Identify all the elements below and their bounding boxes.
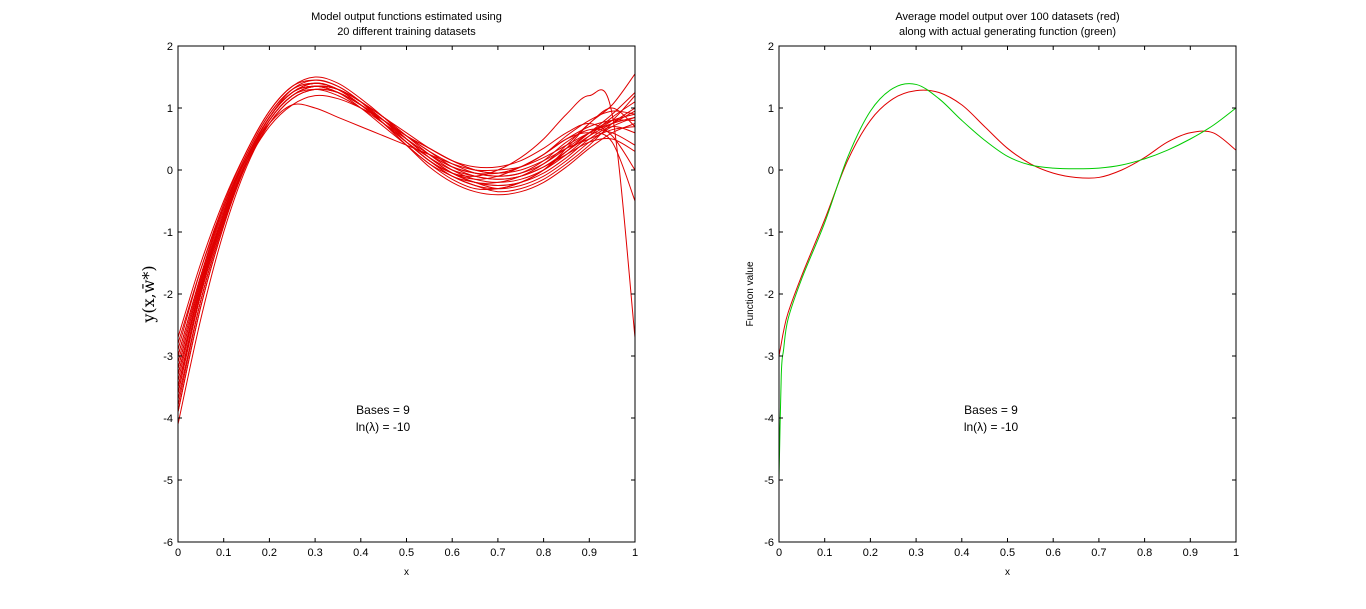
left-plot-series-line-20 xyxy=(178,82,635,388)
left-plot-y-tick-label: -2 xyxy=(163,289,173,301)
right-plot-annotation-lambda: ln(λ) = -10 xyxy=(964,420,1019,434)
left-plot: Model output functions estimated using 2… xyxy=(139,11,638,578)
left-plot-series-line-5 xyxy=(178,73,635,357)
left-plot-axes-box xyxy=(177,45,636,543)
right-plot-y-tick-label: 0 xyxy=(768,165,774,177)
right-plot-x-tick-label: 0.8 xyxy=(1137,547,1152,559)
right-plot-series-line-2 xyxy=(779,83,1236,481)
left-plot-series-line-12 xyxy=(178,79,635,363)
left-plot-y-tick-label: 1 xyxy=(167,103,173,115)
left-plot-y-tick-label: 2 xyxy=(167,41,173,53)
right-plot-x-tick-label: 0.7 xyxy=(1091,547,1106,559)
left-plot-series-line-17 xyxy=(178,82,635,357)
left-plot-x-axis-label: x xyxy=(404,567,409,578)
right-plot-y-tick-label: -1 xyxy=(764,227,774,239)
right-plot-x-tick-label: 0.6 xyxy=(1046,547,1061,559)
left-plot-y-tick-label: -3 xyxy=(163,351,173,363)
left-plot-series-line-15 xyxy=(178,82,635,375)
left-plot-series-line-18 xyxy=(178,85,635,412)
right-plot-x-tick-label: 0 xyxy=(776,547,782,559)
left-plot-series-line-3 xyxy=(178,82,635,375)
left-plot-series-line-16 xyxy=(178,88,635,394)
right-plot-x-tick-label: 0.5 xyxy=(1000,547,1015,559)
right-plot-x-axis-label: x xyxy=(1005,567,1010,578)
right-plot-y-tick-label: -2 xyxy=(764,289,774,301)
left-plot-series-line-7 xyxy=(178,85,635,369)
left-plot-x-tick-label: 0.5 xyxy=(399,547,414,559)
left-plot-series-line-14 xyxy=(178,103,635,344)
left-plot-x-tick-label: 0.1 xyxy=(216,547,231,559)
left-plot-series-line-13 xyxy=(178,85,635,400)
right-plot-y-tick-label: -6 xyxy=(764,537,774,549)
right-plot-x-tick-label: 1 xyxy=(1233,547,1239,559)
right-plot: Average model output over 100 datasets (… xyxy=(745,11,1239,578)
left-plot-series xyxy=(178,73,635,425)
right-plot-x-tick-label: 0.1 xyxy=(817,547,832,559)
left-plot-x-tick-label: 0.8 xyxy=(536,547,551,559)
right-plot-series xyxy=(779,83,1236,481)
left-plot-y-tick-label: -6 xyxy=(163,537,173,549)
left-plot-y-axis-label: y(x,w̄*) xyxy=(139,265,158,323)
left-plot-x-tick-label: 0.2 xyxy=(262,547,277,559)
left-plot-y-tick-label: -4 xyxy=(163,413,173,425)
right-plot-y-tick-label: 2 xyxy=(768,41,774,53)
left-plot-x-tick-label: 0.9 xyxy=(582,547,597,559)
right-plot-ticks: 0 0.1 0.2 0.3 0.4 0.5 0.6 0.7 0.8 0.9 1 -6 -5 -4 -3 -2 -… xyxy=(764,41,1239,559)
right-plot-series-line-1 xyxy=(779,89,1236,357)
left-plot-series-line-19 xyxy=(178,85,635,369)
left-plot-title-line-1: Model output functions estimated using xyxy=(311,11,502,23)
left-plot-x-tick-label: 0 xyxy=(175,547,181,559)
left-plot-series-line-9 xyxy=(178,76,635,350)
right-plot-x-tick-label: 0.2 xyxy=(863,547,878,559)
right-plot-x-tick-label: 0.4 xyxy=(954,547,969,559)
left-plot-x-tick-label: 0.3 xyxy=(307,547,322,559)
left-plot-series-line-8 xyxy=(178,85,635,406)
right-plot-y-tick-label: 1 xyxy=(768,103,774,115)
left-plot-x-tick-label: 0.7 xyxy=(490,547,505,559)
right-plot-title-line-2: along with actual generating function (g… xyxy=(899,26,1116,38)
left-plot-series-line-2 xyxy=(178,79,635,338)
right-plot-y-tick-label: -4 xyxy=(764,413,774,425)
left-plot-x-tick-label: 1 xyxy=(632,547,638,559)
left-plot-y-tick-label: -1 xyxy=(163,227,173,239)
left-plot-title-line-2: 20 different training datasets xyxy=(337,26,476,38)
right-plot-y-tick-label: -5 xyxy=(764,475,774,487)
left-plot-annotation-lambda: ln(λ) = -10 xyxy=(356,420,411,434)
right-plot-axes-box xyxy=(778,45,1237,543)
right-plot-annotation-bases: Bases = 9 xyxy=(964,403,1018,417)
right-plot-y-tick-label: -3 xyxy=(764,351,774,363)
left-plot-ticks: 0 0.1 0.2 0.3 0.4 0.5 0.6 0.7 0.8 0.9 1 -6 -5 -4 -3 -2 -… xyxy=(163,41,638,559)
right-plot-x-tick-label: 0.3 xyxy=(908,547,923,559)
right-plot-x-tick-label: 0.9 xyxy=(1183,547,1198,559)
left-plot-y-tick-label: 0 xyxy=(167,165,173,177)
right-plot-title-line-1: Average model output over 100 datasets (… xyxy=(895,11,1119,23)
left-plot-y-tick-label: -5 xyxy=(163,475,173,487)
left-plot-x-tick-label: 0.6 xyxy=(445,547,460,559)
left-plot-series-line-11 xyxy=(178,85,635,381)
right-plot-y-axis-label: Function value xyxy=(745,261,756,326)
left-plot-series-line-1 xyxy=(178,85,635,412)
left-plot-annotation-bases: Bases = 9 xyxy=(356,403,410,417)
left-plot-series-line-6 xyxy=(178,88,635,394)
left-plot-x-tick-label: 0.4 xyxy=(353,547,368,559)
